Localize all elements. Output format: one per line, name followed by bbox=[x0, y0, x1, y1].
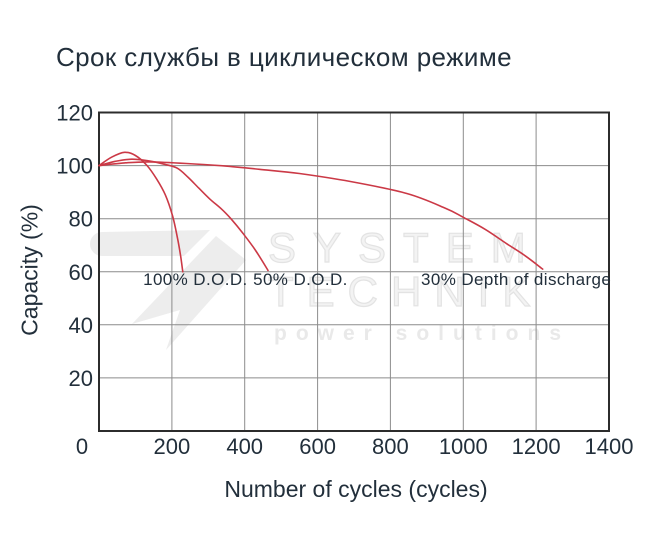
x-tick-label: 800 bbox=[372, 434, 409, 459]
curve-label: 50% D.O.D. bbox=[253, 270, 348, 289]
y-tick-label: 40 bbox=[69, 313, 93, 338]
chart-title: Срок службы в циклическом режиме bbox=[56, 42, 512, 72]
y-tick-label: 20 bbox=[69, 366, 93, 391]
x-tick-label: 0 bbox=[76, 434, 88, 459]
series-50-d-o-d- bbox=[98, 158, 269, 272]
x-tick-label: 1200 bbox=[512, 434, 561, 459]
x-tick-label: 200 bbox=[154, 434, 191, 459]
watermark-word-technik: TECHNIK bbox=[267, 268, 544, 315]
x-tick-label: 1000 bbox=[439, 434, 488, 459]
y-tick-label: 80 bbox=[69, 207, 93, 232]
watermark-word-power-solutions: power solutions bbox=[274, 322, 571, 345]
y-tick-label: 60 bbox=[69, 260, 93, 285]
x-axis-title: Number of cycles (cycles) bbox=[224, 476, 488, 502]
curve-label: 30% Depth of discharge bbox=[421, 270, 611, 289]
watermark-word-system: SYSTEM bbox=[267, 224, 543, 271]
series-100-d-o-d- bbox=[98, 151, 184, 273]
curve-label: 100% D.O.D. bbox=[143, 270, 248, 289]
x-tick-label: 600 bbox=[299, 434, 336, 459]
y-tick-label: 100 bbox=[56, 154, 93, 179]
x-tick-label: 400 bbox=[226, 434, 263, 459]
y-tick-label: 120 bbox=[56, 101, 93, 126]
series-30-depth-of-discharge bbox=[98, 161, 544, 270]
x-tick-label: 1400 bbox=[585, 434, 634, 459]
